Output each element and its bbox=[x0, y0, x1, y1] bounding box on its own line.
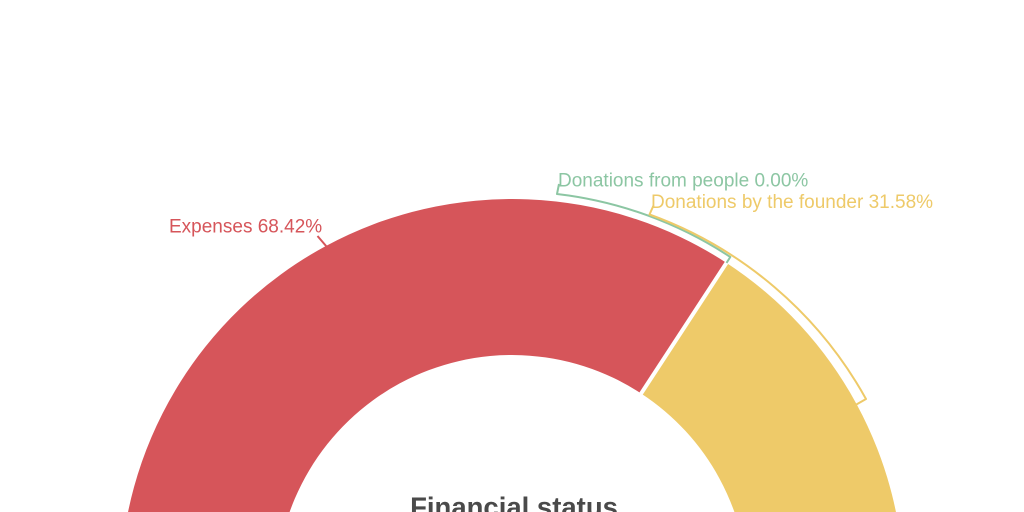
leader-line-expenses bbox=[316, 235, 328, 248]
slice-expenses[interactable] bbox=[120, 198, 727, 512]
slice-donations-founder[interactable] bbox=[641, 262, 904, 512]
leader-line-donations-people bbox=[556, 183, 732, 264]
chart-title: Financial status bbox=[410, 492, 618, 512]
slice-separator bbox=[633, 254, 734, 404]
label-donations-people: Donations from people 0.00% bbox=[558, 171, 808, 192]
label-donations-founder: Donations by the founder 31.58% bbox=[651, 192, 933, 213]
label-expenses: Expenses 68.42% bbox=[169, 217, 322, 238]
leader-line-donations-founder bbox=[648, 205, 867, 406]
